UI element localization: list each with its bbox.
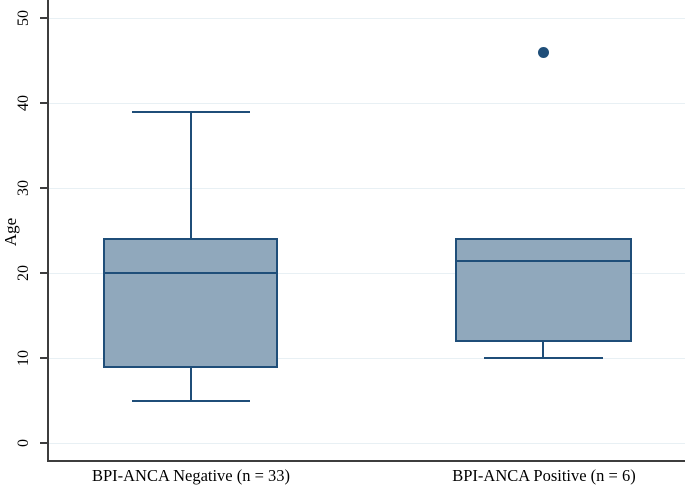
y-tick [40,17,48,20]
y-tick [40,102,48,105]
y-tick [40,357,48,360]
y-tick [40,442,48,445]
median-line [103,272,278,275]
y-tick-label: 50 [15,10,32,27]
y-tick [40,187,48,190]
y-axis-line [47,0,49,462]
box [103,238,278,368]
gridline [49,272,685,274]
y-tick-label: 0 [15,439,32,448]
whisker-cap [131,110,250,113]
y-tick-label: 40 [15,95,32,112]
whisker-stem [542,341,544,359]
y-tick-label: 20 [15,265,32,282]
x-axis-line [47,460,685,462]
gridline [49,442,685,444]
median-line [454,259,632,262]
whisker-cap [483,357,603,360]
y-axis-title: Age [1,217,20,247]
x-category-label-positive: BPI-ANCA Positive (n = 6) [452,466,636,485]
whisker-stem [189,111,192,240]
whisker-cap [131,399,250,402]
y-tick-label: 30 [15,180,32,197]
whisker-stem [189,366,192,401]
gridline [49,187,685,189]
y-tick-label: 10 [15,350,32,367]
y-tick [40,272,48,275]
x-category-label-negative: BPI-ANCA Negative (n = 33) [91,466,291,485]
box [454,238,632,343]
outlier-dot [537,46,549,58]
gridline [49,102,685,104]
gridline [49,357,685,359]
gridline [49,17,685,19]
